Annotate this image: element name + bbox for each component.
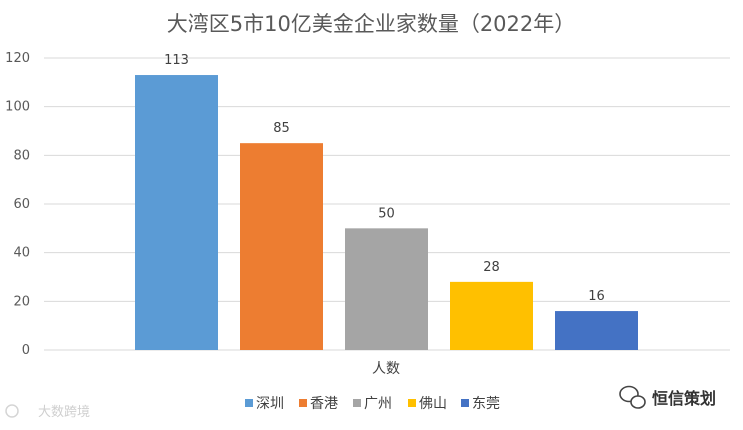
data-label: 50 (378, 206, 395, 221)
bar-4 (450, 281, 533, 350)
y-tick-label: 20 (13, 294, 30, 309)
legend-label: 广州 (364, 396, 392, 412)
y-tick-label: 120 (5, 51, 30, 66)
watermark-left-text: 大数跨境 (38, 405, 90, 420)
data-label: 16 (588, 289, 605, 304)
data-labels: 113 85 50 28 16 (164, 53, 605, 304)
legend-label: 佛山 (419, 396, 447, 412)
bar-3 (345, 228, 428, 350)
legend: 深圳 香港 广州 佛山 东莞 (245, 396, 500, 412)
bars (135, 75, 638, 351)
data-label: 85 (273, 121, 290, 136)
legend-label: 深圳 (256, 396, 284, 412)
legend-swatch (408, 399, 416, 407)
y-tick-label: 40 (13, 246, 30, 261)
watermark-left: 大数跨境 (5, 404, 90, 420)
chart-title: 大湾区5市10亿美金企业家数量（2022年） (167, 12, 576, 36)
bar-2 (240, 143, 323, 350)
legend-label: 东莞 (472, 396, 500, 412)
legend-swatch (299, 399, 307, 407)
bar-1 (135, 75, 218, 351)
y-tick-label: 100 (5, 100, 30, 115)
y-axis-ticks: 0 20 40 60 80 100 120 (5, 51, 30, 358)
legend-swatch (245, 399, 253, 407)
wechat-icon (619, 385, 646, 409)
x-axis-title: 人数 (372, 361, 400, 377)
watermark-logo-icon (5, 404, 19, 418)
y-tick-label: 80 (13, 148, 30, 163)
y-tick-label: 60 (13, 197, 30, 212)
data-label: 28 (483, 260, 500, 275)
legend-swatch (353, 399, 361, 407)
y-tick-label: 0 (22, 343, 30, 358)
data-label: 113 (164, 53, 189, 68)
watermark-right-text: 恒信策划 (652, 389, 716, 408)
watermark-right: 恒信策划 (619, 385, 716, 409)
bar-5 (555, 311, 638, 350)
legend-label: 香港 (310, 396, 338, 412)
legend-swatch (461, 399, 469, 407)
